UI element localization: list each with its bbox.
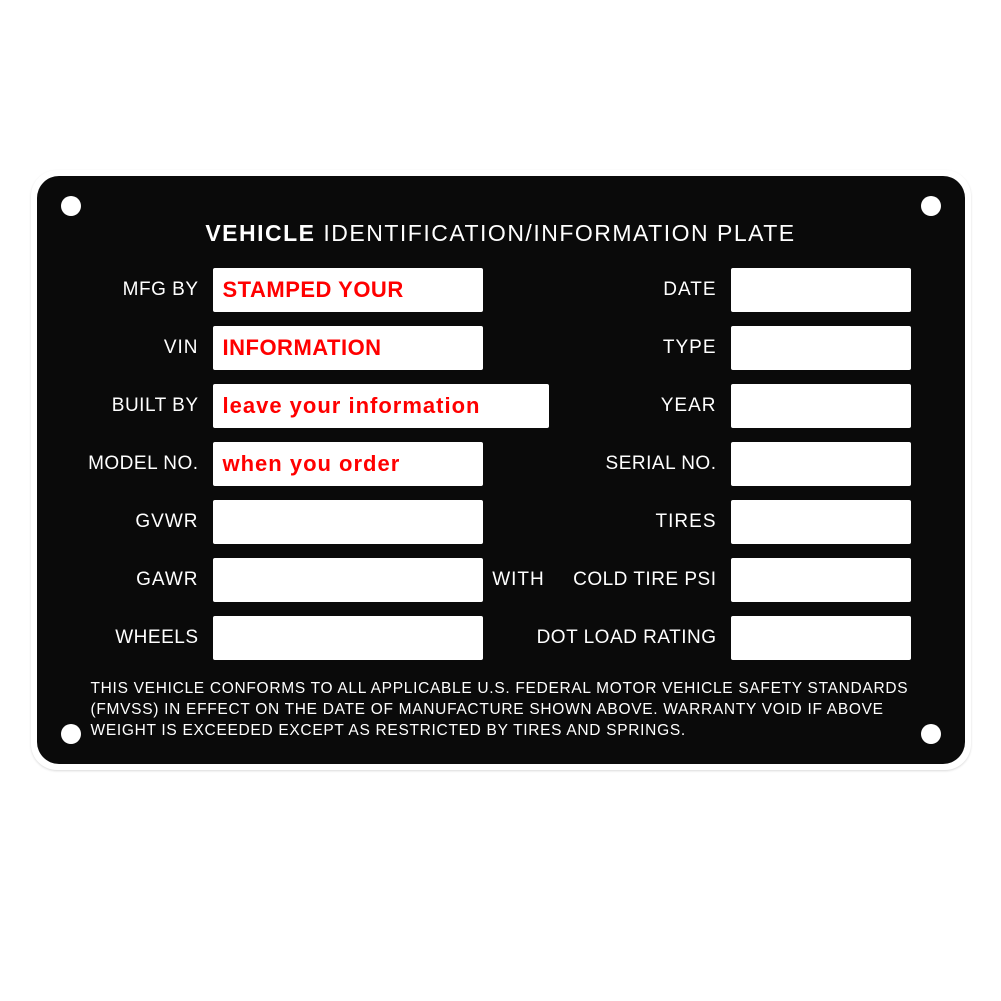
label-serial-no: SERIAL NO. — [489, 453, 725, 475]
value-model-no: when you order — [223, 451, 401, 477]
compliance-text: THIS VEHICLE CONFORMS TO ALL APPLICABLE … — [87, 679, 915, 742]
label-type: TYPE — [555, 337, 725, 359]
field-wheels — [213, 616, 483, 660]
mounting-hole-icon — [61, 724, 81, 744]
label-tires: TIRES — [555, 511, 725, 533]
title-rest: IDENTIFICATION/INFORMATION PLATE — [316, 220, 796, 246]
field-type — [731, 326, 911, 370]
mounting-hole-icon — [61, 196, 81, 216]
label-model-no: MODEL NO. — [87, 453, 207, 475]
identification-plate: VEHICLE IDENTIFICATION/INFORMATION PLATE… — [37, 176, 965, 764]
field-year — [731, 384, 911, 428]
plate-outer: VEHICLE IDENTIFICATION/INFORMATION PLATE… — [31, 170, 971, 770]
field-tires — [731, 500, 911, 544]
label-gawr: GAWR — [87, 569, 207, 591]
label-wheels: WHEELS — [87, 627, 207, 649]
field-dot-load-rating — [731, 616, 911, 660]
field-date — [731, 268, 911, 312]
value-mfg-by: STAMPED YOUR — [223, 277, 404, 303]
field-gvwr — [213, 500, 483, 544]
fields-grid: MFG BY STAMPED YOUR DATE VIN INFORMATION… — [87, 265, 915, 663]
label-with: WITH — [489, 569, 549, 591]
label-cold-tire-psi: COLD TIRE PSI — [555, 569, 725, 591]
title-bold: VEHICLE — [205, 220, 315, 246]
label-gvwr: GVWR — [87, 511, 207, 533]
value-vin: INFORMATION — [223, 335, 382, 361]
field-vin: INFORMATION — [213, 326, 483, 370]
plate-title: VEHICLE IDENTIFICATION/INFORMATION PLATE — [87, 220, 915, 247]
label-built-by: BUILT BY — [87, 395, 207, 417]
field-cold-tire-psi — [731, 558, 911, 602]
field-gawr — [213, 558, 483, 602]
label-date: DATE — [555, 279, 725, 301]
label-mfg-by: MFG BY — [87, 279, 207, 301]
value-built-by: leave your information — [223, 393, 481, 419]
field-built-by: leave your information — [213, 384, 549, 428]
field-serial-no — [731, 442, 911, 486]
label-dot-load-rating: DOT LOAD RATING — [489, 627, 725, 649]
label-year: YEAR — [555, 395, 725, 417]
mounting-hole-icon — [921, 724, 941, 744]
mounting-hole-icon — [921, 196, 941, 216]
field-mfg-by: STAMPED YOUR — [213, 268, 483, 312]
label-vin: VIN — [87, 337, 207, 359]
field-model-no: when you order — [213, 442, 483, 486]
